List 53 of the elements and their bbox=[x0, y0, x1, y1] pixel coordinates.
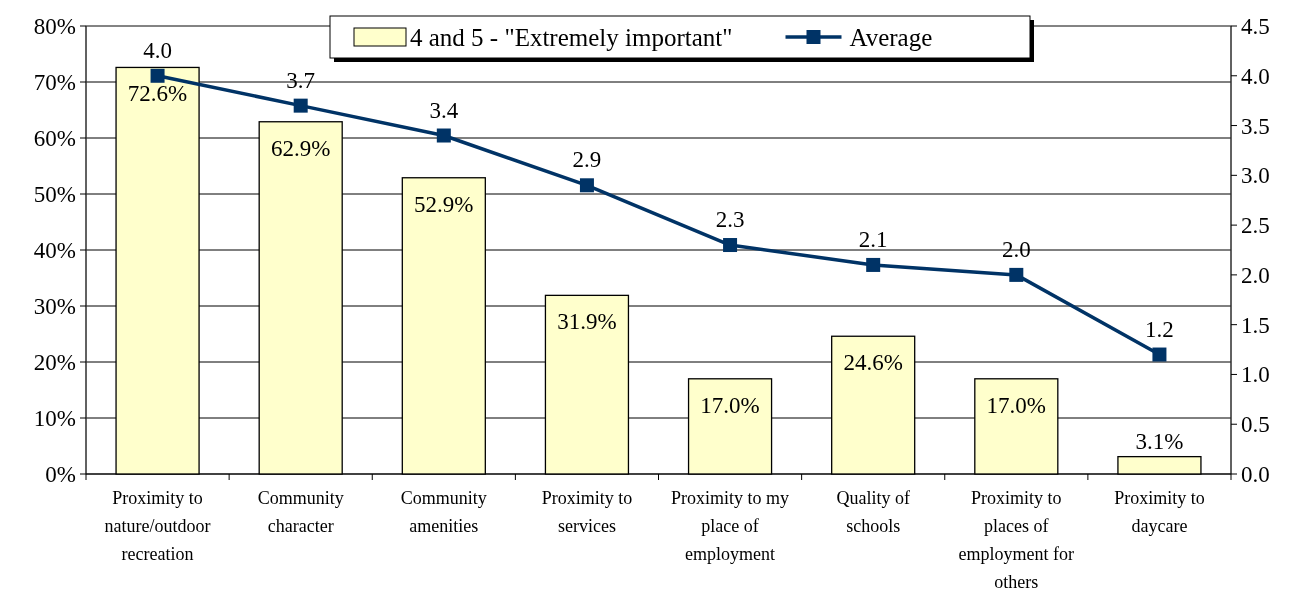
data-label: 2.1 bbox=[858, 226, 888, 252]
y2-tick-label: 4.0 bbox=[1241, 63, 1270, 89]
y2-tick-label: 3.5 bbox=[1241, 113, 1270, 139]
x-tick-label: Proximity to daycare bbox=[1114, 488, 1205, 536]
y2-tick-label: 1.5 bbox=[1241, 312, 1270, 338]
point bbox=[436, 128, 451, 143]
x-tick-label: Community character bbox=[257, 488, 344, 536]
point bbox=[1152, 347, 1167, 362]
legend-label: Average bbox=[849, 23, 933, 51]
y2-tick-label: 1.0 bbox=[1241, 362, 1270, 388]
point bbox=[1009, 267, 1024, 282]
point bbox=[723, 238, 738, 253]
y2-tick-label: 4.5 bbox=[1241, 14, 1270, 40]
data-label: 3.1% bbox=[1135, 428, 1184, 454]
y-tick-label: 0% bbox=[45, 462, 76, 488]
y-tick-label: 20% bbox=[33, 350, 76, 376]
point bbox=[150, 68, 165, 83]
data-label: 3.7 bbox=[286, 67, 316, 93]
data-label: 4.0 bbox=[143, 37, 172, 63]
y-tick-label: 50% bbox=[33, 182, 76, 208]
y-tick-label: 30% bbox=[33, 294, 76, 320]
data-label: 2.9 bbox=[572, 147, 602, 173]
y2-tick-label: 0.0 bbox=[1241, 462, 1270, 488]
data-label: 1.2 bbox=[1145, 316, 1174, 342]
legend-label: 4 and 5 - "Extremely important" bbox=[410, 23, 733, 51]
x-tick-label: Community amenities bbox=[400, 488, 487, 536]
x-tick-label: Proximity to my place of employment bbox=[671, 488, 790, 564]
y2-tick-label: 2.0 bbox=[1241, 262, 1270, 288]
point bbox=[579, 178, 594, 193]
y-tick-label: 10% bbox=[33, 406, 76, 432]
y-tick-label: 80% bbox=[33, 14, 76, 40]
y2-tick-label: 0.5 bbox=[1241, 412, 1270, 438]
y-tick-label: 60% bbox=[33, 126, 76, 152]
data-label: 31.9% bbox=[557, 309, 617, 335]
x-tick-label: Proximity to places of employment for others bbox=[958, 488, 1075, 592]
data-label: 72.6% bbox=[127, 81, 188, 107]
x-tick-label: Proximity to nature/outdoor recreation bbox=[104, 488, 211, 564]
data-label: 3.4 bbox=[429, 97, 459, 123]
y2-tick-label: 2.5 bbox=[1241, 213, 1270, 239]
data-label: 24.6% bbox=[843, 350, 903, 376]
data-label: 2.0 bbox=[1001, 236, 1031, 262]
data-label: 2.3 bbox=[715, 207, 745, 233]
data-label: 17.0% bbox=[700, 392, 760, 418]
y2-tick-label: 3.0 bbox=[1241, 163, 1270, 189]
data-label: 17.0% bbox=[986, 392, 1047, 418]
data-label: 52.9% bbox=[414, 191, 474, 217]
point bbox=[293, 98, 308, 113]
point bbox=[866, 257, 881, 272]
x-tick-label: Proximity to services bbox=[541, 488, 633, 536]
x-tick-label: Quality of schools bbox=[836, 488, 910, 536]
data-label: 62.9% bbox=[270, 135, 331, 161]
y-tick-label: 40% bbox=[33, 238, 76, 264]
y-tick-label: 70% bbox=[33, 70, 76, 96]
